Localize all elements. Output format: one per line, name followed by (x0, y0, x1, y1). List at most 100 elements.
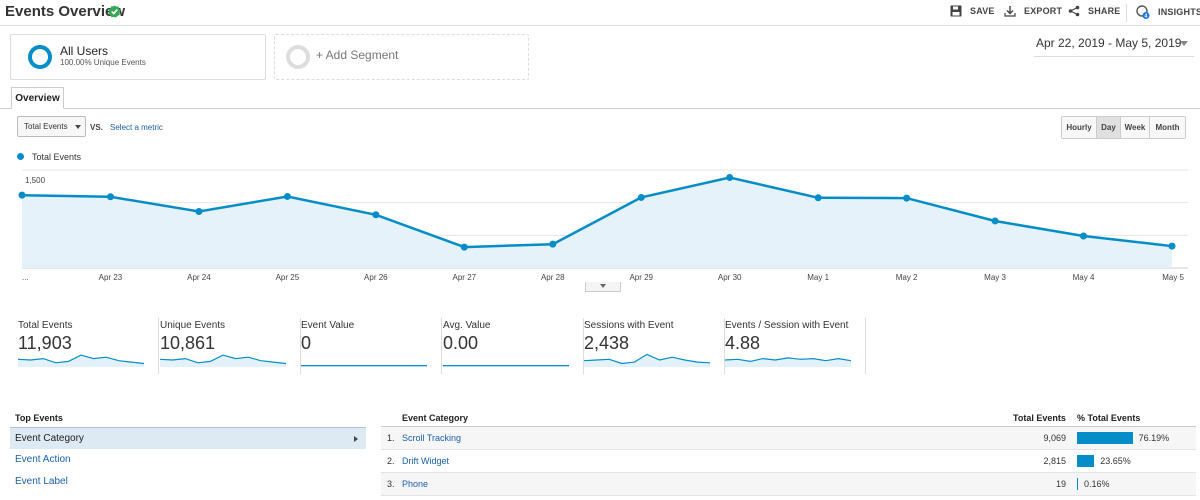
x-tick-label: May 4 (1073, 273, 1095, 282)
event-category-link[interactable]: Drift Widget (402, 456, 450, 466)
sparkline-line (725, 357, 851, 363)
empty-ring-icon (286, 45, 310, 69)
granularity-day-button[interactable]: Day (1096, 117, 1120, 138)
scorecard-label: Sessions with Event (584, 320, 674, 331)
data-point[interactable] (372, 211, 380, 219)
table-row: 1. Scroll Tracking 9,069 76.19% (381, 427, 1196, 450)
data-point[interactable] (460, 243, 468, 251)
x-tick-label: Apr 24 (187, 273, 211, 282)
scorecard-value: 0 (301, 333, 312, 353)
scorecard[interactable]: Avg. Value 0.00 (443, 318, 584, 374)
pct-bar (1077, 432, 1133, 444)
scorecard[interactable]: Event Value 0 (301, 318, 442, 374)
x-tick-label: Apr 25 (276, 273, 300, 282)
pct-total-cell: 0.16% (1084, 479, 1110, 489)
share-icon (1068, 5, 1080, 17)
insights-label: INSIGHTS (1158, 7, 1200, 17)
metric-select[interactable]: Total Events (17, 116, 86, 137)
scorecard[interactable]: Unique Events 10,861 (160, 318, 301, 374)
select-metric-link[interactable]: Select a metric (110, 123, 163, 132)
header-divider (1126, 4, 1127, 22)
x-tick-label: May 2 (896, 273, 918, 282)
data-point[interactable] (991, 217, 999, 225)
granularity-month-button[interactable]: Month (1149, 117, 1185, 138)
data-point[interactable] (549, 240, 557, 248)
data-point[interactable] (903, 194, 911, 202)
total-events-cell: 9,069 (1043, 433, 1066, 443)
save-button[interactable]: SAVE (950, 5, 995, 17)
data-point[interactable] (106, 193, 114, 201)
data-point[interactable] (1080, 232, 1088, 240)
table-row: 3. Phone 19 0.16% (381, 473, 1196, 496)
column-header-total-events[interactable]: Total Events (1013, 413, 1066, 423)
data-point[interactable] (283, 192, 291, 200)
data-point[interactable] (637, 193, 645, 201)
scorecard-sparkline (443, 365, 569, 367)
scorecard[interactable]: Total Events 11,903 (18, 318, 159, 374)
add-segment-button[interactable]: + Add Segment (274, 34, 529, 80)
x-tick-label: Apr 28 (541, 273, 565, 282)
legend-marker (17, 153, 24, 160)
event-category-link[interactable]: Scroll Tracking (402, 433, 462, 443)
total-events-cell: 19 (1055, 479, 1066, 489)
x-tick-label: Apr 26 (364, 273, 388, 282)
data-point[interactable] (18, 191, 26, 199)
granularity-hourly-button[interactable]: Hourly (1062, 117, 1096, 138)
add-segment-label: + Add Segment (316, 48, 399, 62)
tab-overview[interactable]: Overview (11, 87, 64, 109)
event-category-link[interactable]: Phone (402, 479, 429, 489)
x-tick-label: Apr 23 (99, 273, 123, 282)
x-tick-label: Apr 30 (718, 273, 742, 282)
share-button[interactable]: SHARE (1068, 5, 1121, 17)
segment-ring-icon (28, 45, 52, 69)
scorecard[interactable]: Sessions with Event 2,438 (584, 318, 725, 374)
column-header-dimension[interactable]: Event Category (402, 413, 469, 423)
save-label: SAVE (970, 6, 995, 16)
scorecard-label: Events / Session with Event (725, 320, 849, 331)
granularity-toggle: Hourly Day Week Month (1061, 116, 1186, 139)
report-header: Events Overview SAVE EXPORT SHARE 4 INSI… (0, 0, 1200, 26)
date-range-picker[interactable]: Apr 22, 2019 - May 5, 2019 (1036, 36, 1182, 50)
row-index: 3. (387, 479, 395, 489)
chevron-down-icon[interactable] (1180, 41, 1188, 46)
export-button[interactable]: EXPORT (1004, 5, 1062, 17)
segment-subtitle: 100.00% Unique Events (60, 58, 146, 67)
scorecard-value: 10,861 (160, 333, 216, 353)
column-header-pct-total[interactable]: % Total Events (1077, 413, 1141, 423)
top-events-item-label: Event Category (15, 433, 84, 444)
data-point[interactable] (726, 174, 734, 182)
chevron-down-icon (75, 125, 81, 129)
top-events-title: Top Events (15, 413, 63, 423)
top-events-item-event-action[interactable]: Event Action (15, 454, 71, 465)
scorecard[interactable]: Events / Session with Event 4.88 (725, 318, 866, 374)
scorecard-sparkline (18, 354, 144, 367)
insights-button[interactable]: 4 INSIGHTS (1136, 5, 1200, 19)
data-point[interactable] (195, 207, 203, 215)
chart-collapse-handle[interactable] (585, 282, 621, 292)
vs-label: VS. (90, 123, 103, 132)
top-events-item-event-category[interactable]: Event Category (10, 427, 366, 449)
insights-badge: 4 (1144, 14, 1148, 20)
scorecard-label: Total Events (18, 320, 73, 331)
data-point[interactable] (1168, 242, 1176, 250)
download-icon (1004, 6, 1016, 17)
total-events-cell: 2,815 (1043, 456, 1066, 466)
scorecard-value: 11,903 (18, 333, 72, 353)
granularity-week-button[interactable]: Week (1120, 117, 1149, 138)
y-tick-label: 1,500 (25, 176, 46, 185)
tab-divider (0, 108, 1200, 109)
insights-icon: 4 (1136, 5, 1150, 19)
scorecard-sparkline (301, 365, 427, 367)
sparkline-area (18, 355, 144, 367)
save-icon (950, 5, 962, 17)
scorecard-value: 0.00 (443, 333, 479, 353)
scorecard-label: Event Value (301, 320, 355, 331)
x-tick-label: May 5 (1162, 273, 1184, 282)
segment-all-users[interactable]: All Users 100.00% Unique Events (10, 34, 266, 80)
x-tick-label: Apr 29 (629, 273, 653, 282)
scorecard-label: Avg. Value (443, 320, 491, 331)
data-point[interactable] (814, 194, 822, 202)
top-events-item-event-label[interactable]: Event Label (15, 476, 68, 487)
segment-title: All Users (60, 44, 109, 58)
x-tick-label: May 3 (984, 273, 1006, 282)
